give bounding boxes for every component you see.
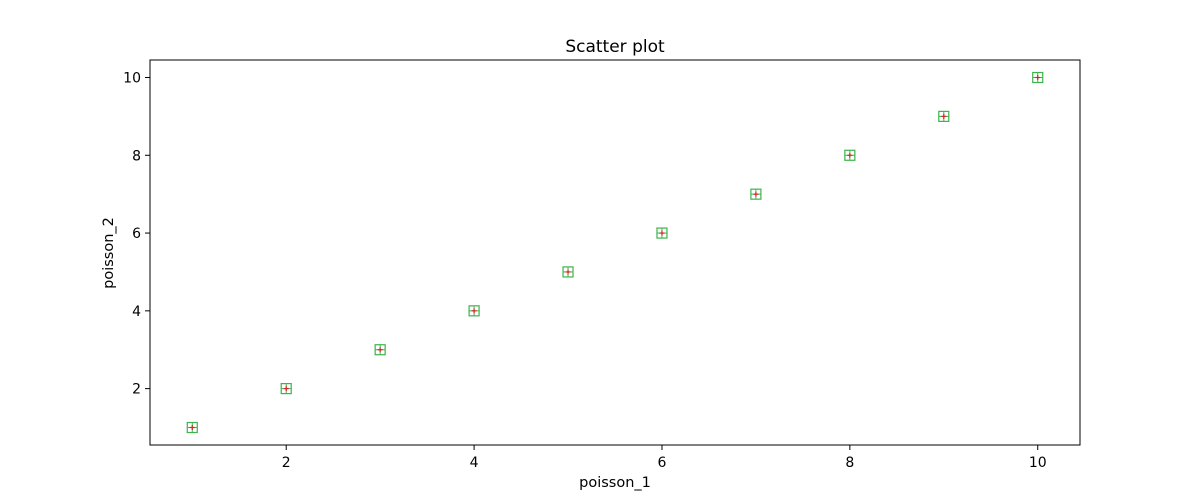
data-point: [562, 266, 574, 278]
x-tick-label: 10: [1029, 455, 1047, 471]
data-point: [656, 227, 668, 239]
x-axis-label: poisson_1: [579, 475, 651, 491]
data-point: [186, 421, 198, 434]
y-tick-label: 6: [132, 226, 141, 242]
data-point: [844, 149, 856, 161]
plot-area: [186, 71, 1044, 434]
y-tick-label: 8: [132, 148, 141, 164]
x-axis: 2 4 6 8 10: [282, 445, 1047, 471]
y-tick-label: 2: [132, 382, 141, 398]
data-point: [1032, 71, 1044, 84]
data-point: [468, 305, 480, 317]
data-point: [750, 188, 762, 200]
x-tick-label: 6: [658, 455, 667, 471]
y-axis: 2 4 6 8 10: [123, 71, 150, 398]
y-tick-label: 10: [123, 71, 141, 87]
data-point: [938, 110, 950, 122]
data-point: [374, 344, 386, 356]
x-tick-label: 2: [282, 455, 291, 471]
data-point: [280, 383, 292, 395]
y-axis-label: poisson_2: [101, 217, 117, 289]
y-tick-label: 4: [132, 304, 141, 320]
chart-title: Scatter plot: [565, 37, 665, 57]
x-tick-label: 8: [845, 455, 854, 471]
x-tick-label: 4: [470, 455, 479, 471]
plot-frame: [149, 59, 1081, 446]
